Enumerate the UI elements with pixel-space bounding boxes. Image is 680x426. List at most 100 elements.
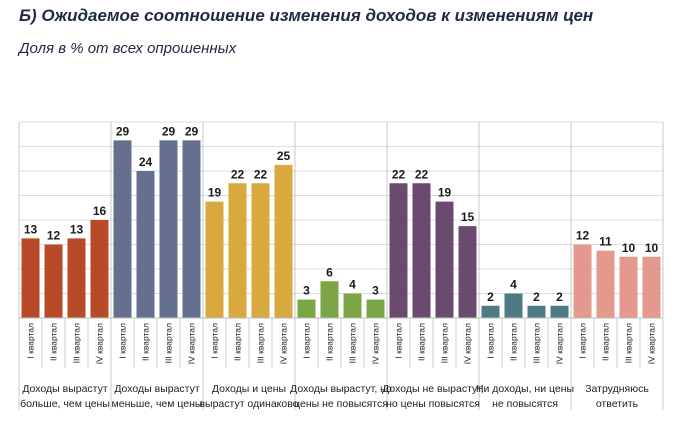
bar <box>205 201 224 318</box>
category-label: Доходы вырастут, но <box>290 383 392 395</box>
category-label: ответить <box>596 398 639 410</box>
data-label: 29 <box>185 124 199 138</box>
bar <box>435 201 454 318</box>
data-label: 19 <box>438 186 452 200</box>
category-label: больше, чем цены <box>20 398 110 410</box>
quarter-tick-label: IV квартал <box>279 323 289 364</box>
bar <box>228 183 247 318</box>
quarter-tick-label: II квартал <box>233 323 243 361</box>
bar <box>297 299 316 318</box>
bar <box>90 220 109 318</box>
category-label: Ни доходы, ни цены <box>476 383 574 395</box>
bar <box>274 164 293 318</box>
quarter-tick-label: III квартал <box>164 323 174 363</box>
data-label: 13 <box>24 222 38 236</box>
quarter-tick-label: IV квартал <box>187 323 197 364</box>
bar <box>412 183 431 318</box>
quarter-tick-label: III квартал <box>348 323 358 363</box>
data-label: 6 <box>326 265 333 279</box>
data-label: 22 <box>254 167 268 181</box>
quarter-tick-label: III квартал <box>72 323 82 363</box>
quarter-tick-label: III квартал <box>440 323 450 363</box>
data-label: 13 <box>70 222 84 236</box>
data-label: 11 <box>599 235 612 249</box>
quarter-tick-label: II квартал <box>601 323 611 361</box>
category-label: Доходы не вырастут, <box>382 383 484 395</box>
quarter-tick-label: II квартал <box>325 323 335 361</box>
quarter-tick-label: II квартал <box>509 323 519 361</box>
bar <box>389 183 408 318</box>
quarter-tick-label: IV квартал <box>555 323 565 364</box>
bar <box>159 140 178 318</box>
bar <box>550 305 569 318</box>
category-label: Доходы и цены <box>212 383 286 395</box>
quarter-tick-label: I квартал <box>210 323 220 359</box>
data-label: 22 <box>231 167 245 181</box>
data-label: 25 <box>277 149 291 163</box>
quarter-tick-label: I квартал <box>486 323 496 359</box>
category-label: Доходы вырастут <box>114 383 200 395</box>
data-label: 12 <box>47 229 61 243</box>
data-label: 22 <box>415 167 429 181</box>
quarter-tick-label: I квартал <box>118 323 128 359</box>
data-label: 16 <box>93 204 107 218</box>
data-label: 24 <box>139 155 153 169</box>
quarter-tick-label: I квартал <box>26 323 36 359</box>
data-label: 12 <box>576 229 590 243</box>
category-label: Доходы вырастут <box>22 383 108 395</box>
category-label: не повысятся <box>492 398 558 410</box>
bar <box>596 250 615 318</box>
data-label: 3 <box>303 284 310 298</box>
bar <box>573 244 592 318</box>
chart-subtitle: Доля в % от всех опрошенных <box>19 40 237 57</box>
quarter-tick-label: II квартал <box>141 323 151 361</box>
quarter-tick-label: I квартал <box>578 323 588 359</box>
bar <box>481 305 500 318</box>
quarter-tick-label: III квартал <box>532 323 542 363</box>
bar <box>113 140 132 318</box>
category-label: цены не повысятся <box>294 398 388 410</box>
data-label: 4 <box>510 278 517 292</box>
bar <box>619 256 638 318</box>
quarter-tick-label: I квартал <box>302 323 312 359</box>
data-label: 3 <box>372 284 379 298</box>
quarter-tick-label: I квартал <box>394 323 404 359</box>
bar <box>320 281 339 318</box>
category-label: вырастут одинаково <box>199 398 298 410</box>
category-label: Затрудняюсь <box>585 383 649 395</box>
quarter-tick-label: IV квартал <box>463 323 473 364</box>
data-label: 29 <box>116 124 130 138</box>
data-label: 19 <box>208 186 222 200</box>
quarter-tick-label: IV квартал <box>647 323 657 364</box>
category-label: меньше, чем цены <box>112 398 203 410</box>
quarter-tick-label: IV квартал <box>371 323 381 364</box>
bar <box>182 140 201 318</box>
data-label: 2 <box>556 290 563 304</box>
bar <box>458 226 477 318</box>
bar <box>67 238 86 318</box>
quarter-tick-label: III квартал <box>256 323 266 363</box>
quarter-tick-label: IV квартал <box>95 323 105 364</box>
data-label: 29 <box>162 124 176 138</box>
quarter-tick-label: III квартал <box>624 323 634 363</box>
data-label: 10 <box>622 241 636 255</box>
category-axis: I квартал II квартал III квартал IV квартал… <box>19 317 663 410</box>
bar <box>136 171 155 318</box>
bar <box>527 305 546 318</box>
quarter-tick-label: II квартал <box>49 323 59 361</box>
data-label: 4 <box>349 278 356 292</box>
data-label: 15 <box>461 210 475 224</box>
bar <box>251 183 270 318</box>
bar <box>343 293 362 318</box>
chart-title: Б) Ожидаемое соотношение изменения доход… <box>19 6 594 25</box>
data-label: 22 <box>392 167 406 181</box>
bar <box>21 238 40 318</box>
bar <box>504 293 523 318</box>
bar <box>366 299 385 318</box>
data-label: 2 <box>487 290 494 304</box>
bar <box>642 256 661 318</box>
data-label: 2 <box>533 290 540 304</box>
category-label: но цены повысятся <box>386 398 480 410</box>
